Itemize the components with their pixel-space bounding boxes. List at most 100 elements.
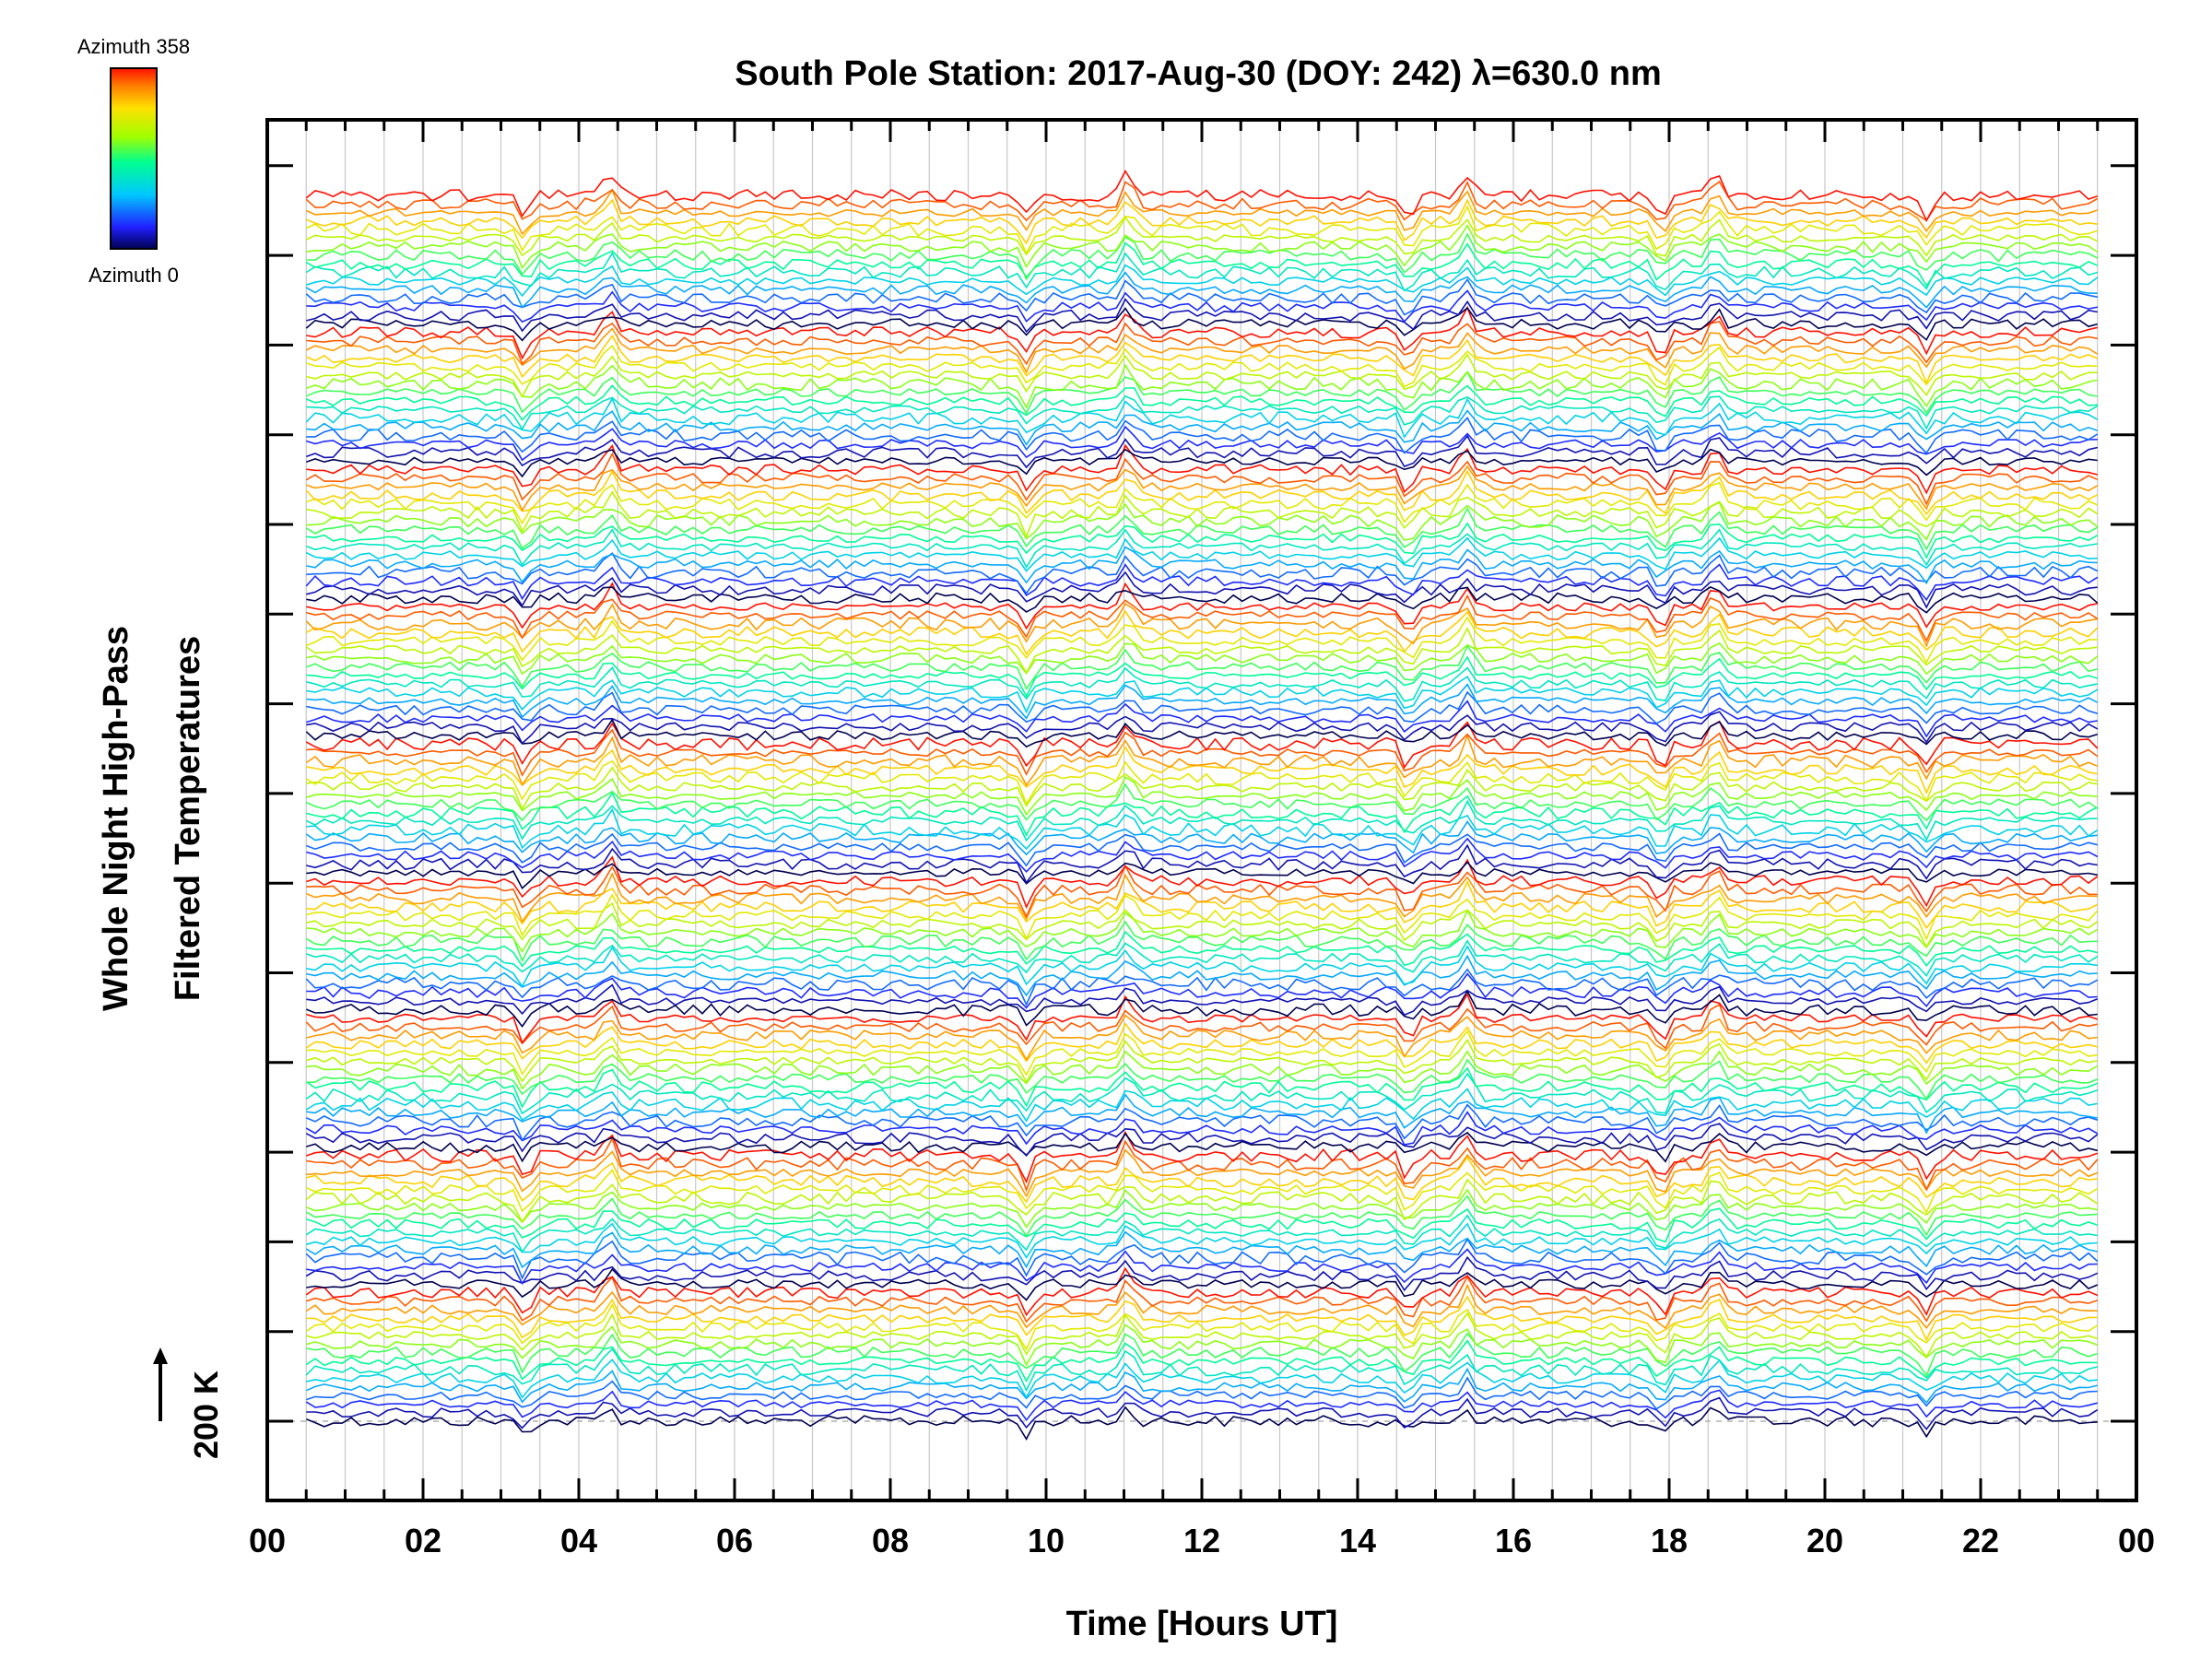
series-line — [306, 864, 2098, 919]
series-line — [306, 676, 2099, 714]
series-line — [306, 552, 2099, 594]
series-line — [305, 1003, 2098, 1050]
series-line — [305, 1255, 2099, 1292]
series-line — [306, 791, 2099, 837]
series-line — [306, 528, 2098, 570]
series-line — [306, 1267, 2099, 1301]
x-tick-labels: 00 02 04 06 08 10 12 14 16 18 20 22 00 — [249, 1522, 2155, 1559]
x-tick-label: 16 — [1495, 1522, 1532, 1559]
series-line — [305, 1230, 2098, 1269]
series-line — [306, 843, 2098, 885]
scale-marker: 200 K — [153, 1347, 225, 1459]
series-line — [306, 641, 2099, 676]
series-line — [306, 776, 2098, 817]
series-line — [305, 1238, 2099, 1280]
series-line — [305, 188, 2099, 236]
series-line — [306, 644, 2098, 691]
series-line — [306, 1295, 2098, 1342]
x-tick-label: 00 — [2118, 1522, 2155, 1559]
series-line — [306, 832, 2098, 867]
y-axis-label-line1: Whole Night High-Pass — [97, 626, 135, 1011]
series-line — [305, 327, 2099, 374]
series-line — [305, 169, 2099, 222]
chart-title: South Pole Station: 2017-Aug-30 (DOY: 24… — [735, 54, 1662, 93]
series-line — [305, 720, 2099, 770]
series-line — [305, 1194, 2098, 1238]
series-line — [306, 908, 2099, 953]
series-line — [305, 718, 2099, 748]
series-line — [306, 1396, 2099, 1430]
series-line — [305, 820, 2098, 856]
series-line — [306, 298, 2098, 334]
series-line — [305, 271, 2098, 309]
series-line — [306, 700, 2098, 738]
series-line — [306, 989, 2098, 1028]
series-line — [306, 954, 2098, 997]
series-line — [305, 626, 2098, 675]
series-line — [306, 666, 2098, 702]
series-line — [306, 1058, 2099, 1100]
series-line — [306, 690, 2099, 724]
series-line — [305, 1178, 2099, 1224]
series-line — [305, 1389, 2098, 1422]
series-line — [306, 1188, 2098, 1229]
series-line — [306, 232, 2099, 281]
series-line — [306, 1359, 2098, 1399]
colorbar-top-label: Azimuth 358 — [77, 35, 190, 58]
x-tick-label: 20 — [1806, 1522, 1843, 1559]
colorbar: Azimuth 358 Azimuth 0 — [77, 35, 190, 287]
series-line — [306, 728, 2099, 777]
x-tick-label: 10 — [1028, 1522, 1065, 1559]
series-line — [305, 1169, 2099, 1214]
series-line — [306, 1131, 2098, 1163]
series-line — [306, 746, 2098, 795]
series-line — [306, 983, 2099, 1017]
series-line — [306, 344, 2098, 388]
series-line — [306, 1207, 2099, 1243]
series-line — [306, 1275, 2099, 1324]
series-line — [305, 452, 2099, 506]
x-tick-label: 12 — [1183, 1522, 1220, 1559]
series-line — [305, 1066, 2099, 1109]
series-line — [306, 616, 2098, 665]
series-group — [305, 169, 2099, 1441]
scale-arrow-head — [153, 1347, 168, 1364]
x-tick-label: 14 — [1339, 1522, 1376, 1559]
series-line — [305, 371, 2098, 416]
series-line — [306, 1332, 2099, 1377]
series-line — [306, 1376, 2098, 1410]
series-line — [306, 861, 2098, 889]
series-line — [305, 241, 2099, 288]
series-line — [306, 855, 2099, 910]
series-line — [305, 1072, 2099, 1115]
series-line — [306, 1030, 2098, 1077]
x-axis-label: Time [Hours UT] — [1066, 1605, 1338, 1643]
series-line — [306, 766, 2098, 811]
series-line — [306, 394, 2099, 430]
x-tick-label: 04 — [560, 1522, 597, 1559]
series-line — [305, 277, 2098, 316]
series-line — [305, 205, 2099, 255]
series-line — [306, 1222, 2098, 1259]
x-tick-label: 02 — [405, 1522, 441, 1559]
y-axis-label-line2: Filtered Temperatures — [169, 636, 207, 1001]
series-line — [306, 571, 2098, 609]
series-line — [306, 837, 2099, 873]
series-line — [305, 563, 2099, 602]
series-line — [306, 1093, 2098, 1135]
series-line — [306, 1038, 2098, 1084]
x-tick-label: 22 — [1962, 1522, 1999, 1559]
series-line — [306, 321, 2098, 366]
series-line — [305, 1123, 2099, 1158]
series-line — [306, 264, 2099, 298]
series-line — [305, 181, 2099, 222]
series-line — [305, 1088, 2098, 1123]
series-line — [306, 585, 2099, 614]
series-line — [305, 734, 2099, 787]
series-line — [306, 1312, 2099, 1359]
series-line — [306, 594, 2099, 643]
series-line — [305, 1214, 2098, 1253]
series-line — [306, 465, 2099, 512]
series-line — [305, 384, 2098, 421]
